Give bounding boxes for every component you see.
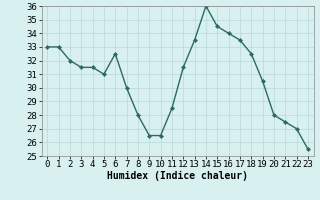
X-axis label: Humidex (Indice chaleur): Humidex (Indice chaleur) [107, 171, 248, 181]
